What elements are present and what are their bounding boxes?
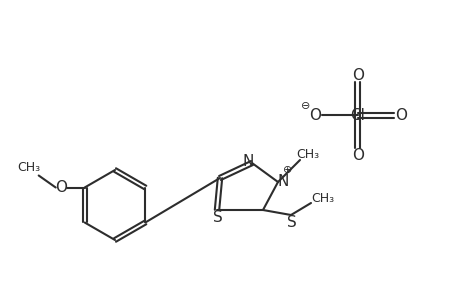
Text: ⊕: ⊕: [283, 165, 292, 175]
Text: O: O: [55, 180, 67, 195]
Text: N: N: [277, 175, 288, 190]
Text: N: N: [242, 154, 253, 169]
Text: Cl: Cl: [350, 107, 364, 122]
Text: O: O: [308, 107, 320, 122]
Text: O: O: [351, 68, 363, 82]
Text: CH₃: CH₃: [311, 191, 334, 205]
Text: S: S: [213, 211, 223, 226]
Text: ⊖: ⊖: [301, 101, 310, 111]
Text: CH₃: CH₃: [17, 161, 40, 174]
Text: O: O: [351, 148, 363, 163]
Text: CH₃: CH₃: [296, 148, 319, 160]
Text: S: S: [286, 215, 296, 230]
Text: O: O: [394, 107, 406, 122]
